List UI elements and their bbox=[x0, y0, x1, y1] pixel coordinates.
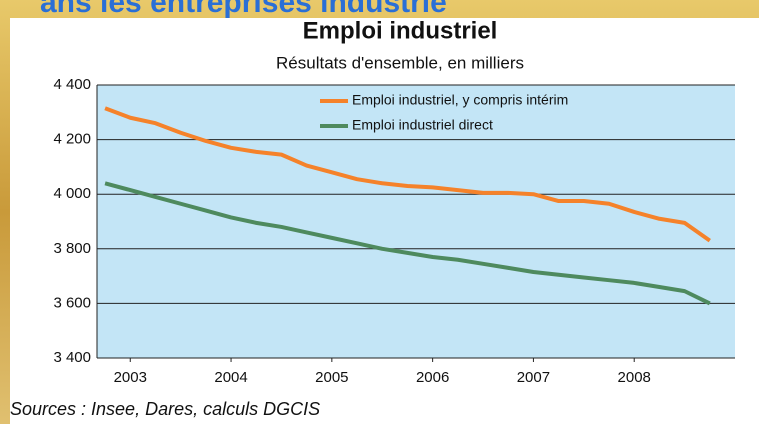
legend-label: Emploi industriel, y compris intérim bbox=[352, 92, 568, 108]
y-tick-label: 4 200 bbox=[53, 131, 91, 148]
chart-subtitle: Résultats d'ensemble, en milliers bbox=[276, 53, 524, 72]
y-tick-label: 4 000 bbox=[53, 185, 91, 202]
series-line bbox=[104, 106, 711, 243]
legend-label: Emploi industriel direct bbox=[352, 117, 493, 133]
y-tick-label: 3 600 bbox=[53, 294, 91, 311]
chart-title: Emploi industriel bbox=[303, 17, 498, 44]
x-tick-label: 2003 bbox=[114, 369, 147, 386]
x-tick-label: 2006 bbox=[416, 369, 449, 386]
x-tick-label: 2008 bbox=[618, 369, 651, 386]
y-tick-label: 4 400 bbox=[53, 76, 91, 93]
y-tick-label: 3 400 bbox=[53, 349, 91, 366]
header-text: ans les entreprises industrie bbox=[40, 0, 447, 19]
source: Sources : Insee, Dares, calculs DGCIS bbox=[10, 399, 320, 419]
x-tick-label: 2007 bbox=[517, 369, 550, 386]
series-line bbox=[104, 181, 711, 306]
x-tick-label: 2004 bbox=[214, 369, 247, 386]
x-tick-label: 2005 bbox=[315, 369, 348, 386]
plot-area bbox=[97, 85, 735, 358]
y-tick-label: 3 800 bbox=[53, 240, 91, 257]
